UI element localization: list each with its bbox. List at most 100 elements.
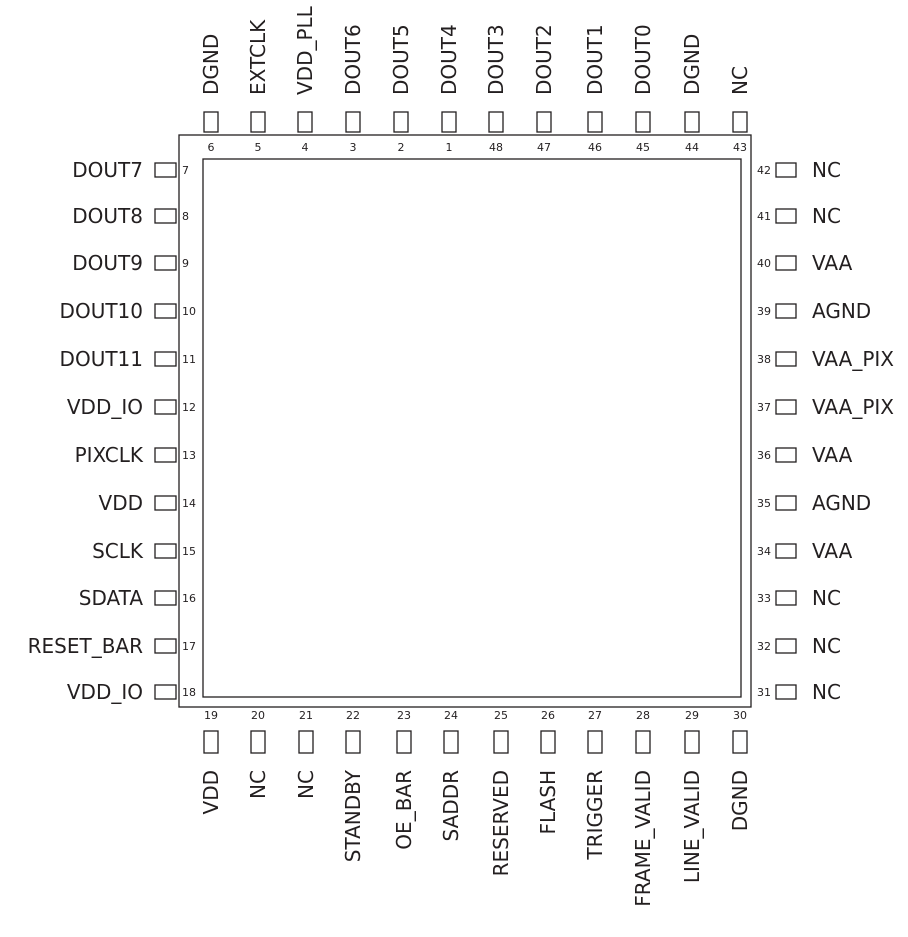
pin-pad-39 bbox=[775, 303, 797, 319]
pin-pad-5 bbox=[250, 111, 266, 133]
pin-label-left-8-dout8: DOUT8 bbox=[72, 204, 143, 228]
pin-pad-35 bbox=[775, 495, 797, 511]
pin-label-right-42-nc: NC bbox=[812, 158, 841, 182]
pin-pad-11 bbox=[154, 351, 177, 367]
pin-label-left-13-pixclk: PIXCLK bbox=[75, 443, 144, 467]
pin-number-27: 27 bbox=[588, 709, 602, 722]
pin-label-left-9-dout9: DOUT9 bbox=[72, 251, 143, 275]
pin-number-22: 22 bbox=[346, 709, 360, 722]
pin-number-45: 45 bbox=[636, 141, 650, 154]
pin-label-top-47-dout2: DOUT2 bbox=[532, 24, 556, 95]
pin-label-bottom-20-nc: NC bbox=[246, 770, 270, 799]
pin-pad-46 bbox=[587, 111, 603, 133]
pin-pad-4 bbox=[297, 111, 313, 133]
pin-number-1: 1 bbox=[446, 141, 453, 154]
pin-number-2: 2 bbox=[398, 141, 405, 154]
pin-number-39: 39 bbox=[757, 305, 771, 318]
pin-pad-32 bbox=[775, 638, 797, 654]
pin-number-26: 26 bbox=[541, 709, 555, 722]
pin-number-9: 9 bbox=[182, 257, 189, 270]
pin-label-bottom-22-standby: STANDBY bbox=[341, 769, 365, 862]
pin-pad-42 bbox=[775, 162, 797, 178]
pin-label-left-11-dout11: DOUT11 bbox=[60, 347, 143, 371]
pin-label-top-5-extclk: EXTCLK bbox=[246, 19, 270, 95]
pin-label-left-10-dout10: DOUT10 bbox=[60, 299, 143, 323]
pin-pad-23 bbox=[396, 730, 412, 754]
pin-pad-19 bbox=[203, 730, 219, 754]
pin-number-6: 6 bbox=[208, 141, 215, 154]
pin-label-bottom-19-vdd: VDD bbox=[199, 770, 223, 814]
pin-label-right-40-vaa: VAA bbox=[812, 251, 853, 275]
pin-number-30: 30 bbox=[733, 709, 747, 722]
left-pin-group: 7 DOUT7 8 DOUT8 9 DOUT9 10 DOUT10 11 DOUT11 12 VDD_… bbox=[28, 158, 196, 704]
pin-number-7: 7 bbox=[182, 164, 189, 177]
pin-pad-2 bbox=[393, 111, 409, 133]
pin-number-32: 32 bbox=[757, 640, 771, 653]
pin-label-right-37-vaa-pix: VAA_PIX bbox=[812, 395, 894, 419]
pin-number-21: 21 bbox=[299, 709, 313, 722]
pin-number-48: 48 bbox=[489, 141, 503, 154]
pin-pad-29 bbox=[684, 730, 700, 754]
pin-pad-14 bbox=[154, 495, 177, 511]
pin-label-left-17-reset-bar: RESET_BAR bbox=[28, 634, 143, 658]
pin-number-47: 47 bbox=[537, 141, 551, 154]
pin-pad-20 bbox=[250, 730, 266, 754]
pin-number-23: 23 bbox=[397, 709, 411, 722]
pin-label-top-43-nc: NC bbox=[728, 66, 752, 95]
pin-pad-34 bbox=[775, 543, 797, 559]
pin-pad-17 bbox=[154, 638, 177, 654]
pin-number-43: 43 bbox=[733, 141, 747, 154]
pin-pad-24 bbox=[443, 730, 459, 754]
pin-pad-33 bbox=[775, 590, 797, 606]
pin-number-11: 11 bbox=[182, 353, 196, 366]
pin-number-12: 12 bbox=[182, 401, 196, 414]
package-inner-die bbox=[202, 158, 742, 698]
pin-number-38: 38 bbox=[757, 353, 771, 366]
pin-pad-48 bbox=[488, 111, 504, 133]
pin-label-bottom-25-reserved: RESERVED bbox=[489, 770, 513, 876]
pin-number-5: 5 bbox=[255, 141, 262, 154]
pin-number-28: 28 bbox=[636, 709, 650, 722]
pin-pad-25 bbox=[493, 730, 509, 754]
pin-number-37: 37 bbox=[757, 401, 771, 414]
pin-label-right-41-nc: NC bbox=[812, 204, 841, 228]
pin-pad-22 bbox=[345, 730, 361, 754]
pin-label-bottom-24-saddr: SADDR bbox=[439, 770, 463, 842]
pin-pad-10 bbox=[154, 303, 177, 319]
pin-number-19: 19 bbox=[204, 709, 218, 722]
pin-pad-36 bbox=[775, 447, 797, 463]
pin-number-3: 3 bbox=[350, 141, 357, 154]
pin-label-top-6-dgnd: DGND bbox=[199, 34, 223, 95]
pin-pad-28 bbox=[635, 730, 651, 754]
pin-number-46: 46 bbox=[588, 141, 602, 154]
pin-label-bottom-30-dgnd: DGND bbox=[728, 770, 752, 831]
pin-label-right-39-agnd: AGND bbox=[812, 299, 871, 323]
pin-label-top-48-dout3: DOUT3 bbox=[484, 24, 508, 95]
pin-number-20: 20 bbox=[251, 709, 265, 722]
pin-pad-3 bbox=[345, 111, 361, 133]
pin-number-40: 40 bbox=[757, 257, 771, 270]
pin-pad-43 bbox=[732, 111, 748, 133]
pin-pad-38 bbox=[775, 351, 797, 367]
pin-number-24: 24 bbox=[444, 709, 458, 722]
bottom-pin-group: 19 VDD 20 NC 21 NC 22 STANDBY 23 OE_BAR 24 SADDR 25 R… bbox=[199, 709, 752, 907]
pin-label-top-2-dout5: DOUT5 bbox=[389, 24, 413, 95]
pin-number-35: 35 bbox=[757, 497, 771, 510]
pin-number-31: 31 bbox=[757, 686, 771, 699]
pin-pad-40 bbox=[775, 255, 797, 271]
pin-pad-21 bbox=[298, 730, 314, 754]
pin-pad-18 bbox=[154, 684, 177, 700]
pin-label-left-12-vdd-io: VDD_IO bbox=[67, 395, 143, 419]
pin-label-left-18-vdd-io: VDD_IO bbox=[67, 680, 143, 704]
pin-number-4: 4 bbox=[302, 141, 309, 154]
pin-number-29: 29 bbox=[685, 709, 699, 722]
pin-number-15: 15 bbox=[182, 545, 196, 558]
pin-label-left-15-sclk: SCLK bbox=[92, 539, 144, 563]
pin-label-right-33-nc: NC bbox=[812, 586, 841, 610]
pin-number-25: 25 bbox=[494, 709, 508, 722]
pin-pad-9 bbox=[154, 255, 177, 271]
pin-number-18: 18 bbox=[182, 686, 196, 699]
pin-number-16: 16 bbox=[182, 592, 196, 605]
pin-label-top-3-dout6: DOUT6 bbox=[341, 24, 365, 95]
pin-pad-15 bbox=[154, 543, 177, 559]
